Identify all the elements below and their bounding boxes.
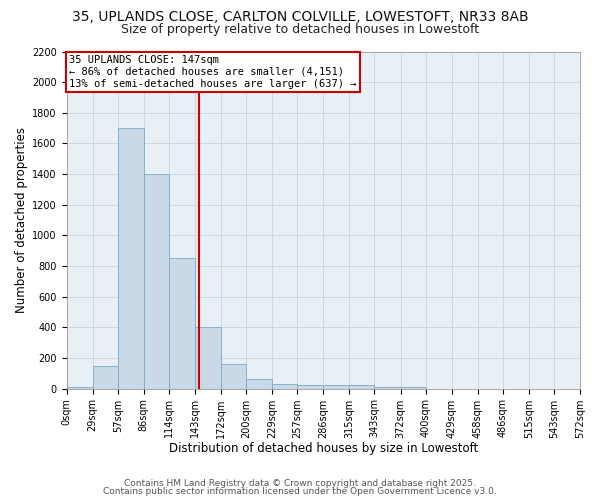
Bar [246,378,272,388]
Text: Size of property relative to detached houses in Lowestoft: Size of property relative to detached ho… [121,22,479,36]
Bar [349,385,374,388]
Bar [323,385,349,388]
Bar [67,387,92,388]
Bar [92,366,118,388]
Bar [272,384,297,388]
Text: Contains public sector information licensed under the Open Government Licence v3: Contains public sector information licen… [103,486,497,496]
Bar [297,385,323,388]
Bar [169,258,195,388]
Bar [144,174,169,388]
Bar [118,128,144,388]
Bar [195,328,221,388]
Text: Contains HM Land Registry data © Crown copyright and database right 2025.: Contains HM Land Registry data © Crown c… [124,478,476,488]
Bar [221,364,246,388]
Y-axis label: Number of detached properties: Number of detached properties [15,127,28,313]
Text: 35 UPLANDS CLOSE: 147sqm
← 86% of detached houses are smaller (4,151)
13% of sem: 35 UPLANDS CLOSE: 147sqm ← 86% of detach… [70,56,357,88]
X-axis label: Distribution of detached houses by size in Lowestoft: Distribution of detached houses by size … [169,442,478,455]
Bar [401,387,425,388]
Bar [374,387,401,388]
Text: 35, UPLANDS CLOSE, CARLTON COLVILLE, LOWESTOFT, NR33 8AB: 35, UPLANDS CLOSE, CARLTON COLVILLE, LOW… [71,10,529,24]
